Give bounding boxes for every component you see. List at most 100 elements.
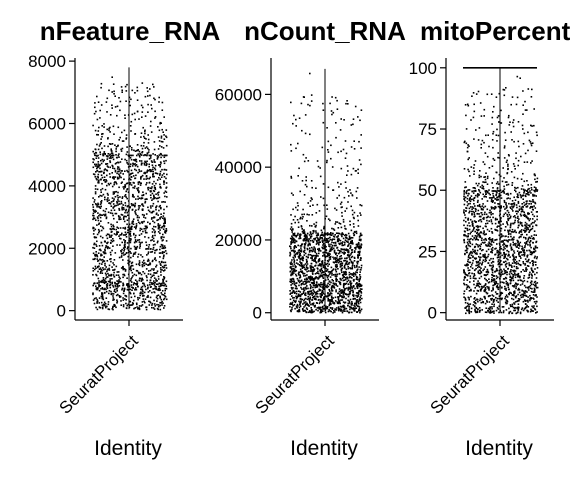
data-point xyxy=(120,170,122,172)
data-point xyxy=(150,160,153,162)
data-point xyxy=(473,290,475,292)
data-point xyxy=(144,171,146,174)
data-point xyxy=(315,230,317,232)
data-point xyxy=(347,293,350,296)
data-point xyxy=(319,264,321,267)
data-point xyxy=(312,284,315,287)
data-point xyxy=(490,243,492,245)
data-point xyxy=(308,293,311,296)
data-point xyxy=(481,287,483,290)
data-point xyxy=(135,223,138,225)
data-point xyxy=(125,233,127,236)
data-point xyxy=(464,299,467,301)
data-point xyxy=(147,142,150,144)
data-point xyxy=(156,197,158,200)
data-point xyxy=(145,175,148,177)
data-point xyxy=(137,253,140,256)
data-point xyxy=(511,254,514,257)
data-point xyxy=(319,237,321,240)
data-point xyxy=(338,238,340,240)
data-point xyxy=(158,164,160,166)
data-point xyxy=(294,266,297,269)
data-point xyxy=(508,217,511,220)
data-point xyxy=(104,277,107,280)
data-point xyxy=(346,293,348,296)
data-point xyxy=(147,134,149,136)
data-point xyxy=(340,291,342,293)
data-point xyxy=(298,310,301,313)
data-point xyxy=(532,237,535,239)
data-point xyxy=(509,206,512,208)
data-point xyxy=(295,118,297,121)
data-point xyxy=(100,249,102,252)
data-point xyxy=(153,240,155,242)
data-point xyxy=(315,234,318,237)
data-point xyxy=(122,304,125,306)
data-point xyxy=(473,297,475,300)
data-point xyxy=(148,270,150,272)
data-point xyxy=(112,206,114,209)
data-point xyxy=(342,274,344,277)
data-point xyxy=(319,234,322,237)
data-point xyxy=(309,237,312,239)
data-point xyxy=(468,199,471,202)
data-point xyxy=(136,110,139,113)
data-point xyxy=(112,284,114,287)
data-point xyxy=(343,252,345,254)
data-point xyxy=(151,282,153,284)
data-point xyxy=(530,223,533,225)
data-point xyxy=(524,227,526,230)
data-point xyxy=(146,87,148,89)
data-point xyxy=(491,197,494,199)
data-point xyxy=(294,241,296,244)
data-point xyxy=(310,254,313,257)
data-point xyxy=(340,226,343,229)
data-point xyxy=(113,93,115,95)
data-point xyxy=(360,264,363,267)
data-point xyxy=(312,254,315,257)
data-point xyxy=(125,196,127,198)
data-point xyxy=(502,311,505,314)
data-point xyxy=(96,166,99,169)
data-point xyxy=(141,265,144,268)
data-point xyxy=(358,159,361,161)
data-point xyxy=(352,263,354,265)
data-point xyxy=(307,295,309,298)
data-point xyxy=(120,267,123,269)
data-point xyxy=(302,231,305,233)
data-point xyxy=(296,303,299,306)
data-point xyxy=(131,221,134,223)
data-point xyxy=(164,220,166,222)
data-point xyxy=(350,260,353,263)
data-point xyxy=(165,252,168,255)
data-point xyxy=(163,208,165,211)
data-point xyxy=(477,239,479,241)
data-point xyxy=(486,219,488,222)
data-point xyxy=(162,154,164,157)
data-point xyxy=(505,207,508,209)
data-point xyxy=(295,252,298,255)
data-point xyxy=(502,248,504,251)
data-point xyxy=(357,283,359,286)
data-point xyxy=(344,278,347,281)
data-point xyxy=(356,245,359,248)
data-point xyxy=(487,248,490,251)
data-point xyxy=(343,292,345,295)
data-point xyxy=(513,285,515,287)
data-point xyxy=(339,239,342,242)
data-point xyxy=(102,281,105,283)
data-point xyxy=(475,285,478,287)
data-point xyxy=(513,290,516,292)
data-point xyxy=(129,163,132,165)
data-point xyxy=(116,105,119,108)
data-point xyxy=(151,251,154,253)
data-point xyxy=(490,213,492,216)
data-point xyxy=(297,263,299,265)
data-point xyxy=(327,260,330,263)
data-point xyxy=(95,288,98,291)
data-point xyxy=(506,223,509,226)
data-point xyxy=(337,306,340,308)
data-point xyxy=(306,232,309,235)
data-point xyxy=(315,293,317,296)
data-point xyxy=(301,213,303,216)
